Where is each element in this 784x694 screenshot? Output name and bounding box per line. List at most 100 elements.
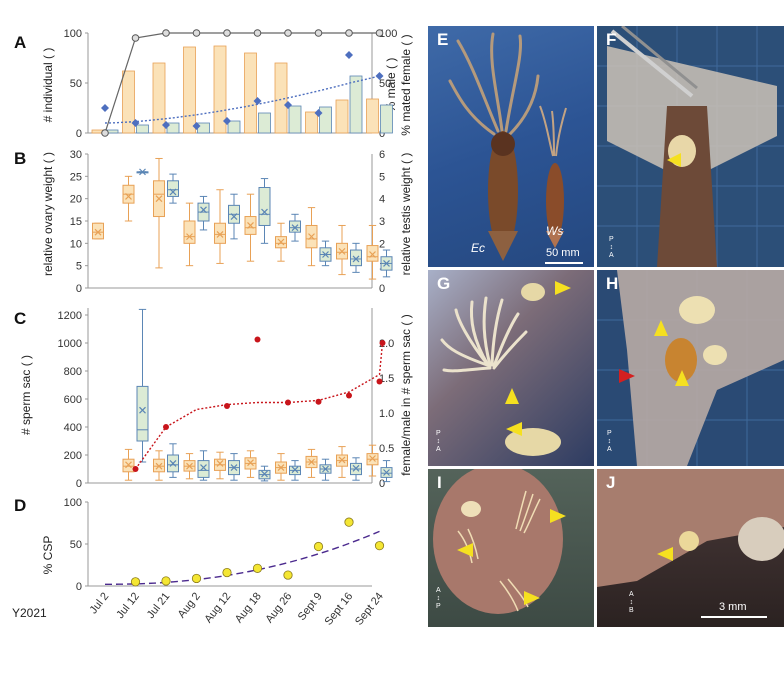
point-percent-male [345, 51, 353, 59]
panel-c-ytick-right: 1.5 [379, 373, 394, 385]
photo-panel-f: F P ↕ A [597, 26, 784, 267]
box-testis-box [167, 180, 179, 197]
panel-b-ytick-right: 0 [379, 283, 385, 295]
point-percent-mated [253, 29, 262, 37]
axis-title-a-right2: % mated female ( ) [399, 34, 413, 135]
panel-a-ytick-left: 50 [70, 78, 82, 90]
box-sperm-female-mean [125, 461, 132, 469]
point-csp [130, 577, 141, 587]
date-tick-label: Sept 24 [353, 590, 386, 627]
box-sperm-male-box [197, 460, 210, 478]
panel-c-ytick-left: 800 [64, 366, 82, 378]
bar-female [244, 52, 257, 134]
trend-csp [105, 530, 380, 585]
photo-label-g: G [437, 274, 451, 293]
tissue-illustration-g [440, 283, 561, 456]
axis-title-c-left: # sperm sac ( ) [19, 355, 33, 435]
arrowhead-icon [524, 591, 540, 605]
orientation-f: P ↕ A [609, 236, 614, 259]
point-percent-mated [192, 29, 201, 37]
panel-a-ytick-left: 100 [64, 28, 82, 40]
panel-b-ytick-left: 15 [70, 216, 82, 228]
photo-panel-g: G P ↕ A [428, 270, 594, 466]
bar-male [227, 120, 241, 134]
panel-label-c: C [14, 309, 26, 328]
point-percent-mated [223, 29, 231, 37]
box-sperm-female-mean [338, 456, 346, 464]
bar-female [274, 62, 288, 134]
orientation-i: A ↕ P [436, 587, 441, 610]
panel-a-ytick-right: 100 [379, 28, 397, 40]
box-testis-box [350, 249, 362, 267]
trend-ratio [134, 342, 384, 470]
tissue-illustration-j [597, 469, 784, 618]
arrowhead-red-icon [619, 369, 635, 383]
squid-illustration-e [448, 32, 583, 264]
panel-b-ytick-right: 5 [379, 171, 385, 183]
orientation-j: A ↕ B [629, 591, 634, 614]
box-testis-mean [291, 224, 299, 232]
date-tick-label: Sept 16 [323, 590, 356, 627]
point-ratio [376, 378, 383, 385]
photo-label-e: E [437, 30, 449, 49]
date-axis: Jul 2 Jul 12 Jul 21 Aug 2 Aug 12 Aug 18 Aug 26… [88, 590, 386, 627]
photo-label-j: J [606, 473, 616, 492]
panel-c-ytick-left: 1200 [58, 310, 82, 322]
panel-d-ytick-left: 100 [64, 497, 82, 509]
tissue-illustration-h [597, 270, 784, 466]
box-testis-mean [261, 208, 268, 216]
bar-male [288, 105, 302, 134]
box-ovary-mean [247, 222, 254, 229]
panel-b-ytick-left: 20 [70, 194, 82, 206]
panel-b-ytick-right: 4 [379, 194, 385, 206]
date-tick-label: Aug 12 [202, 590, 233, 625]
arrowhead-icon [667, 153, 681, 167]
panel-b-ytick-left: 30 [70, 149, 82, 161]
trend-percent-male [104, 75, 380, 124]
box-testis-mean [200, 206, 207, 214]
panel-a-chart: 0 50 100 0 50 100 [64, 28, 398, 140]
line-percent-mated [104, 32, 380, 134]
date-tick-label: Sept 9 [296, 590, 325, 622]
point-ratio [285, 399, 291, 406]
box-sperm-female-mean [155, 462, 163, 470]
panel-label-b: B [14, 149, 26, 168]
orientation-g: P ↕ A [436, 430, 441, 453]
box-ovary-box [92, 222, 104, 240]
bar-male [349, 75, 363, 134]
orientation-h: P ↕ A [607, 430, 612, 453]
point-csp [313, 541, 324, 552]
point-percent-male [375, 72, 384, 80]
point-percent-mated [345, 29, 353, 37]
box-ovary-box [214, 222, 226, 244]
panel-b-ytick-left: 25 [70, 171, 82, 183]
box-ovary-mean [186, 233, 193, 241]
box-testis-mean [322, 251, 329, 258]
arrowhead-icon [457, 543, 473, 557]
point-percent-male [101, 104, 109, 112]
box-ovary-box [366, 245, 379, 262]
panel-c-ytick-right: 0 [379, 478, 385, 490]
bar-female [152, 62, 166, 134]
box-testis-mean [139, 168, 146, 176]
arrowhead-icon [555, 281, 571, 295]
point-percent-mated [101, 129, 109, 137]
box-ovary-mean [338, 247, 346, 255]
photo-label-f: F [606, 30, 617, 49]
panel-b-ytick-left: 0 [76, 283, 82, 295]
box-testis-mean [169, 188, 177, 196]
bar-male [380, 104, 393, 134]
panel-label-d: D [14, 496, 26, 515]
point-percent-male [284, 101, 292, 109]
panel-c-ytick-right: 0.5 [379, 443, 394, 455]
box-sperm-female-mean [277, 464, 285, 472]
date-tick-label: Jul 2 [88, 590, 112, 616]
panel-d-chart: 0 50 100 [64, 497, 385, 593]
axis-title-d: % CSP [41, 536, 55, 575]
bar-male [197, 122, 210, 134]
box-sperm-female-mean [216, 459, 224, 467]
box-sperm-male-mean [322, 465, 329, 473]
date-tick-label: Aug 18 [233, 590, 264, 625]
species-label-ec: Ec [471, 241, 486, 255]
